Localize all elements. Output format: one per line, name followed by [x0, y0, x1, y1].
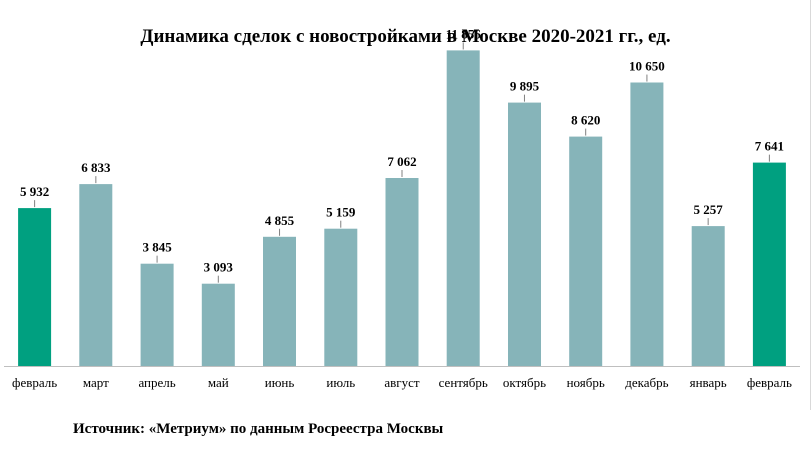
bar-chart: 5 932 февраль 6 833 март 3 845 апрель 3 093 май… [4, 26, 800, 390]
data-label: 5 159 [326, 205, 356, 220]
bar [752, 162, 786, 366]
bar [691, 226, 725, 366]
x-tick-label: октябрь [503, 375, 546, 390]
data-label: 5 257 [694, 202, 724, 217]
data-label: 3 845 [142, 240, 172, 255]
bar [201, 283, 235, 366]
bar [263, 236, 296, 366]
x-tick-label: май [208, 375, 229, 390]
x-tick-label: март [83, 375, 109, 390]
x-tick-label: декабрь [625, 375, 668, 390]
x-tick-label: июль [326, 375, 355, 390]
bar [18, 208, 52, 366]
x-tick-label: февраль [12, 375, 57, 390]
bar [385, 178, 419, 366]
bar [569, 136, 603, 366]
data-label: 4 855 [265, 213, 295, 228]
x-tick-label: январь [690, 375, 727, 390]
bar [79, 184, 113, 366]
data-label: 11 856 [446, 26, 482, 41]
data-label: 7 062 [387, 154, 416, 169]
x-tick-label: февраль [747, 375, 792, 390]
x-tick-label: апрель [138, 375, 175, 390]
data-label: 8 620 [571, 113, 600, 128]
source-note: Источник: «Метриум» по данным Росреестра… [73, 421, 444, 437]
data-label: 10 650 [629, 59, 665, 74]
x-tick-label: июнь [265, 375, 295, 390]
x-tick-label: сентябрь [439, 375, 488, 390]
data-label: 5 932 [20, 184, 49, 199]
data-label: 3 093 [204, 260, 234, 275]
bar [446, 50, 480, 367]
bar [508, 102, 541, 366]
x-tick-label: август [384, 375, 420, 390]
data-label: 9 895 [510, 79, 540, 94]
bar [630, 82, 664, 366]
data-label: 7 641 [755, 139, 784, 154]
bar [324, 228, 358, 366]
data-label: 6 833 [81, 160, 111, 175]
chart-title: Динамика сделок с новостройками в Москве… [140, 26, 671, 47]
x-tick-label: ноябрь [567, 375, 605, 390]
bar [140, 263, 174, 366]
